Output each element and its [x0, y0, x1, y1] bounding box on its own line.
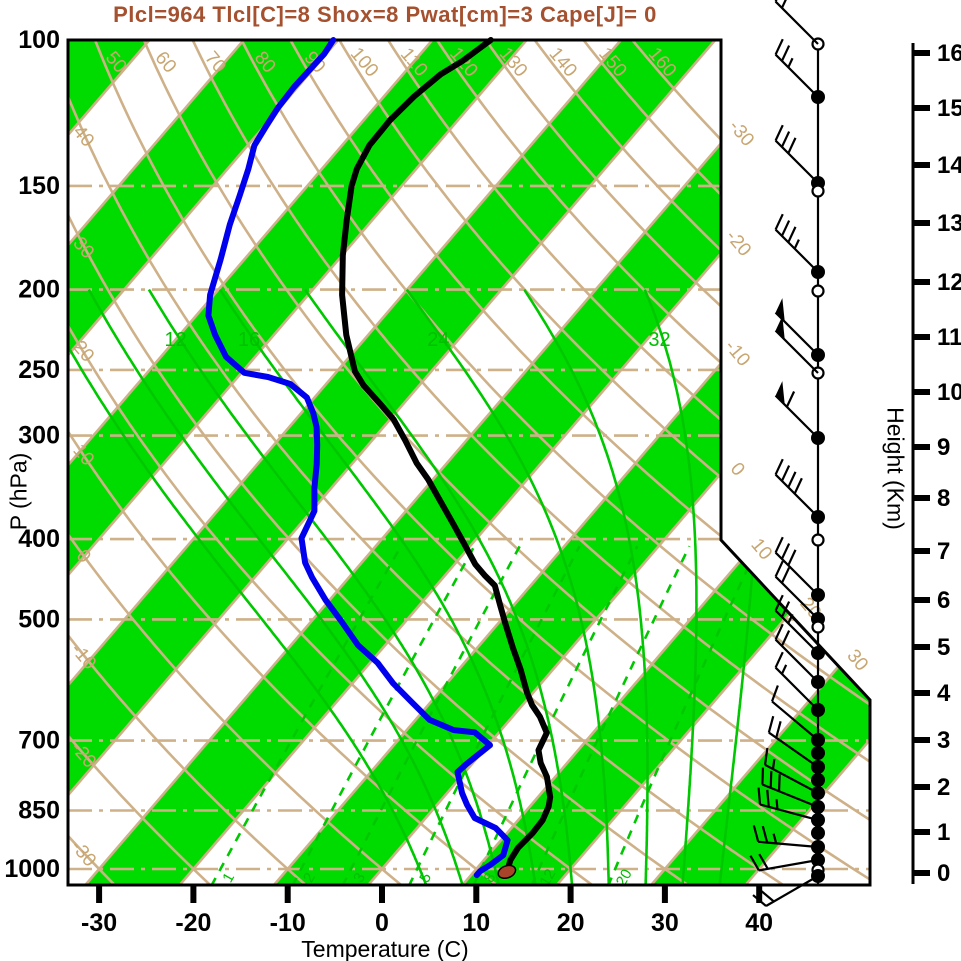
svg-text:-10: -10: [270, 909, 306, 937]
svg-text:400: 400: [18, 525, 60, 553]
svg-text:140: 140: [545, 44, 581, 82]
svg-text:60: 60: [151, 48, 181, 78]
svg-text:20: 20: [613, 866, 636, 889]
wind-level-circle: [811, 533, 825, 547]
svg-text:6: 6: [937, 587, 950, 614]
svg-text:16: 16: [238, 329, 260, 351]
mixing-ratio-lines: [210, 545, 760, 885]
svg-text:3: 3: [937, 727, 950, 754]
svg-text:9: 9: [937, 434, 950, 461]
wind-level-dot: [811, 826, 825, 840]
svg-text:14: 14: [937, 152, 961, 179]
svg-text:12: 12: [536, 866, 559, 889]
svg-text:250: 250: [18, 356, 60, 384]
svg-text:1000: 1000: [4, 855, 60, 883]
svg-text:300: 300: [18, 422, 60, 450]
svg-text:150: 150: [18, 172, 60, 200]
svg-text:2: 2: [937, 774, 950, 801]
svg-text:10: 10: [746, 535, 776, 565]
svg-text:-20: -20: [721, 226, 755, 261]
svg-text:850: 850: [18, 796, 60, 824]
svg-text:1: 1: [937, 819, 950, 846]
svg-text:32: 32: [648, 329, 670, 351]
svg-text:11: 11: [937, 324, 961, 351]
svg-text:7: 7: [937, 538, 950, 565]
svg-text:-20: -20: [175, 909, 211, 937]
pressure-axis-title: P (hPa): [5, 452, 32, 531]
svg-text:-10: -10: [720, 336, 754, 371]
svg-text:-30: -30: [81, 909, 117, 937]
svg-text:-30: -30: [724, 116, 758, 151]
surface-parcel-marker: [497, 864, 517, 880]
height-axis-title: Height (Km): [882, 407, 909, 530]
wind-barb-column: [749, 0, 825, 907]
svg-text:12: 12: [164, 329, 186, 351]
svg-text:500: 500: [18, 605, 60, 633]
svg-text:10: 10: [462, 909, 490, 937]
wind-level-circle: [811, 284, 825, 298]
svg-text:8: 8: [937, 485, 950, 512]
svg-text:200: 200: [18, 276, 60, 304]
wind-level-dot: [811, 746, 825, 760]
wind-level-circle: [811, 620, 825, 634]
svg-text:0: 0: [937, 860, 950, 887]
svg-text:30: 30: [842, 646, 872, 676]
svg-text:100: 100: [346, 44, 382, 82]
wind-level-circle: [811, 184, 825, 198]
svg-text:24: 24: [427, 329, 449, 351]
chart-title: Plcl=964 Tlcl[C]=8 Shox=8 Pwat[cm]=3 Cap…: [113, 2, 657, 27]
svg-text:100: 100: [18, 26, 60, 54]
svg-text:40: 40: [745, 909, 773, 937]
svg-text:0: 0: [726, 459, 749, 481]
svg-text:15: 15: [937, 95, 961, 122]
svg-text:30: 30: [651, 909, 679, 937]
svg-text:1: 1: [219, 870, 238, 886]
wind-level-dot: [811, 773, 825, 787]
svg-text:20: 20: [557, 909, 585, 937]
plot-border: [66, 38, 872, 887]
dewpoint-profile-curve: [205, 37, 511, 879]
svg-text:16: 16: [937, 40, 961, 67]
svg-text:700: 700: [18, 727, 60, 755]
svg-text:5: 5: [416, 870, 435, 886]
svg-text:0: 0: [375, 909, 389, 937]
svg-text:12: 12: [937, 269, 961, 296]
svg-text:10: 10: [937, 379, 961, 406]
sounding-profiles: [205, 37, 554, 880]
moist-adiabats: [68, 288, 761, 885]
svg-text:4: 4: [937, 680, 951, 707]
temperature-profile-curve: [339, 37, 554, 874]
x-axis-title: Temperature (C): [301, 936, 469, 961]
svg-text:13: 13: [937, 210, 961, 237]
axes: -30 -20 -10 0 10 20 30 401001502002503004005007…: [4, 26, 961, 937]
svg-text:5: 5: [937, 634, 950, 661]
